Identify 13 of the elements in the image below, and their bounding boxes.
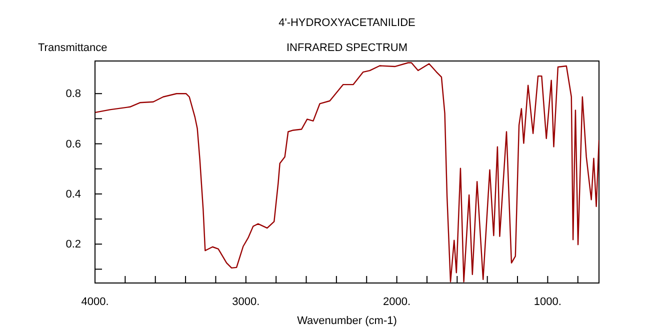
x-axis-title: Wavenumber (cm-1) xyxy=(297,315,397,327)
x-tick-label: 2000. xyxy=(383,296,411,308)
x-tick-label: 3000. xyxy=(232,296,260,308)
chart-title: 4'-HYDROXYACETANILIDE xyxy=(278,17,416,29)
chart-subtitle: INFRARED SPECTRUM xyxy=(286,42,408,54)
y-tick-label: 0.8 xyxy=(66,88,81,100)
y-tick-label: 0.2 xyxy=(66,238,81,251)
y-tick-label: 0.6 xyxy=(66,138,81,150)
x-tick-label: 4000. xyxy=(81,296,109,308)
y-tick-label: 0.4 xyxy=(66,188,81,200)
y-axis-title: Transmittance xyxy=(38,42,108,54)
x-tick-label: 1000. xyxy=(534,296,562,308)
line-series xyxy=(95,62,599,282)
